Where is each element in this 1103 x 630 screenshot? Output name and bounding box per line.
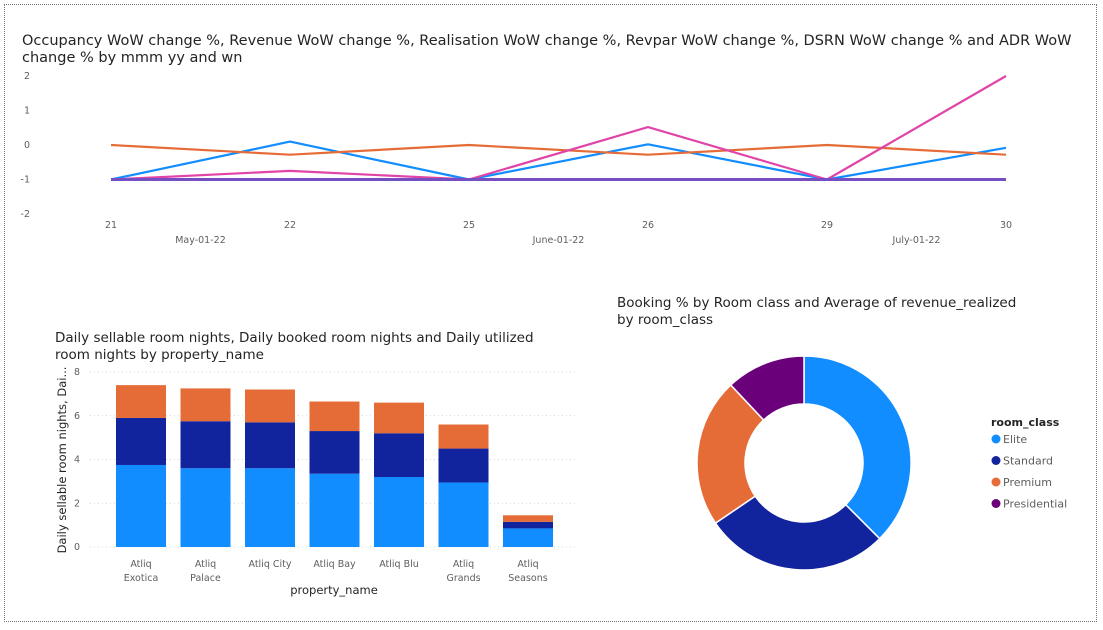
bar-segment[interactable] bbox=[245, 468, 295, 547]
donut-legend-label[interactable]: Standard bbox=[1003, 455, 1053, 468]
bar-segment[interactable] bbox=[116, 385, 166, 418]
bar-segment[interactable] bbox=[503, 521, 553, 529]
donut-legend-title: room_class bbox=[991, 416, 1060, 429]
line-x-group-label: July-01-22 bbox=[892, 235, 941, 246]
bar-segment[interactable] bbox=[180, 468, 231, 547]
donut-legend-label[interactable]: Presidential bbox=[1003, 498, 1067, 511]
line-x-tick-label: 22 bbox=[284, 220, 296, 231]
bar-segment[interactable] bbox=[116, 464, 166, 547]
bar-y-tick-label: 2 bbox=[74, 498, 80, 509]
line-y-tick-label: -1 bbox=[21, 175, 30, 186]
report-frame bbox=[4, 4, 1097, 622]
bar-segment[interactable] bbox=[180, 388, 231, 422]
bar-segment[interactable] bbox=[438, 424, 489, 449]
bar-segment[interactable] bbox=[309, 473, 360, 547]
bar-chart[interactable]: 0 2 4 6 8 Atliq Exotica Atliq Palace Atliq City At… bbox=[55, 367, 575, 597]
line-y-tick-label: 1 bbox=[24, 106, 30, 117]
bar-segment[interactable] bbox=[438, 482, 489, 547]
bar-segment[interactable] bbox=[116, 417, 166, 465]
bar-segment[interactable] bbox=[374, 433, 424, 477]
bar-category-label: Exotica bbox=[124, 573, 159, 584]
bar-category-label: Seasons bbox=[508, 573, 547, 584]
donut-chart-title: Booking % by Room class and Average of r… bbox=[617, 295, 1017, 328]
line-chart-title: Occupancy WoW change %, Revenue WoW chan… bbox=[22, 33, 1072, 66]
line-y-tick-label: 0 bbox=[24, 140, 30, 151]
bar-y-tick-label: 4 bbox=[74, 455, 80, 466]
bar-category-label: Palace bbox=[190, 573, 221, 584]
bar-segment[interactable] bbox=[180, 421, 231, 469]
donut-legend-marker[interactable] bbox=[991, 499, 1001, 508]
donut-slice[interactable] bbox=[803, 355, 912, 540]
bar-x-axis-title: property_name bbox=[290, 583, 378, 597]
bar-y-tick-label: 8 bbox=[74, 367, 80, 378]
bar-segment[interactable] bbox=[438, 448, 489, 483]
bar-segment[interactable] bbox=[503, 528, 553, 547]
bar-segment[interactable] bbox=[309, 431, 360, 474]
bar-category-label: Atliq Blu bbox=[379, 559, 419, 570]
bar-segment[interactable] bbox=[503, 515, 553, 522]
bar-segment[interactable] bbox=[309, 401, 360, 432]
line-series[interactable] bbox=[110, 140, 1007, 181]
bar-category-label: Grands bbox=[446, 573, 480, 584]
line-x-group-label: May-01-22 bbox=[175, 235, 226, 246]
line-y-tick-label: -2 bbox=[21, 209, 30, 220]
bar-category-label: Atliq bbox=[517, 559, 538, 570]
bar-category-label: Atliq Bay bbox=[313, 559, 356, 570]
donut-legend-label[interactable]: Elite bbox=[1003, 433, 1027, 446]
donut-chart[interactable]: room_class Elite Standard Premium Presidenti… bbox=[696, 355, 1067, 571]
line-x-tick-label: 21 bbox=[105, 220, 117, 231]
line-x-tick-label: 30 bbox=[1000, 220, 1012, 231]
bar-y-tick-label: 0 bbox=[74, 542, 80, 553]
line-x-tick-label: 26 bbox=[642, 220, 654, 231]
bar-y-tick-label: 6 bbox=[74, 411, 80, 422]
line-x-tick-label: 29 bbox=[821, 220, 833, 231]
line-series[interactable] bbox=[110, 143, 1007, 156]
bar-segment[interactable] bbox=[245, 389, 295, 423]
donut-slice[interactable] bbox=[714, 495, 881, 571]
line-y-tick-label: 2 bbox=[24, 71, 30, 82]
donut-legend-marker[interactable] bbox=[991, 434, 1001, 444]
bar-category-label: Atliq bbox=[195, 559, 216, 570]
line-x-tick-label: 25 bbox=[463, 220, 475, 231]
donut-slice[interactable] bbox=[729, 355, 805, 422]
bar-category-label: Atliq City bbox=[248, 559, 291, 570]
bar-segment[interactable] bbox=[374, 402, 424, 434]
donut-legend-label[interactable]: Premium bbox=[1003, 476, 1052, 489]
bar-y-axis-title: Daily sellable room nights, Dai... bbox=[55, 367, 69, 554]
line-series[interactable] bbox=[110, 75, 1007, 181]
donut-legend-marker[interactable] bbox=[991, 456, 1001, 465]
bar-chart-title: Daily sellable room nights, Daily booked… bbox=[55, 330, 534, 363]
line-x-group-label: June-01-22 bbox=[532, 235, 585, 246]
bar-segment[interactable] bbox=[374, 477, 424, 547]
bar-segment[interactable] bbox=[245, 422, 295, 469]
donut-legend-marker[interactable] bbox=[991, 477, 1001, 487]
bar-category-label: Atliq bbox=[453, 559, 474, 570]
bar-category-label: Atliq bbox=[130, 559, 151, 570]
